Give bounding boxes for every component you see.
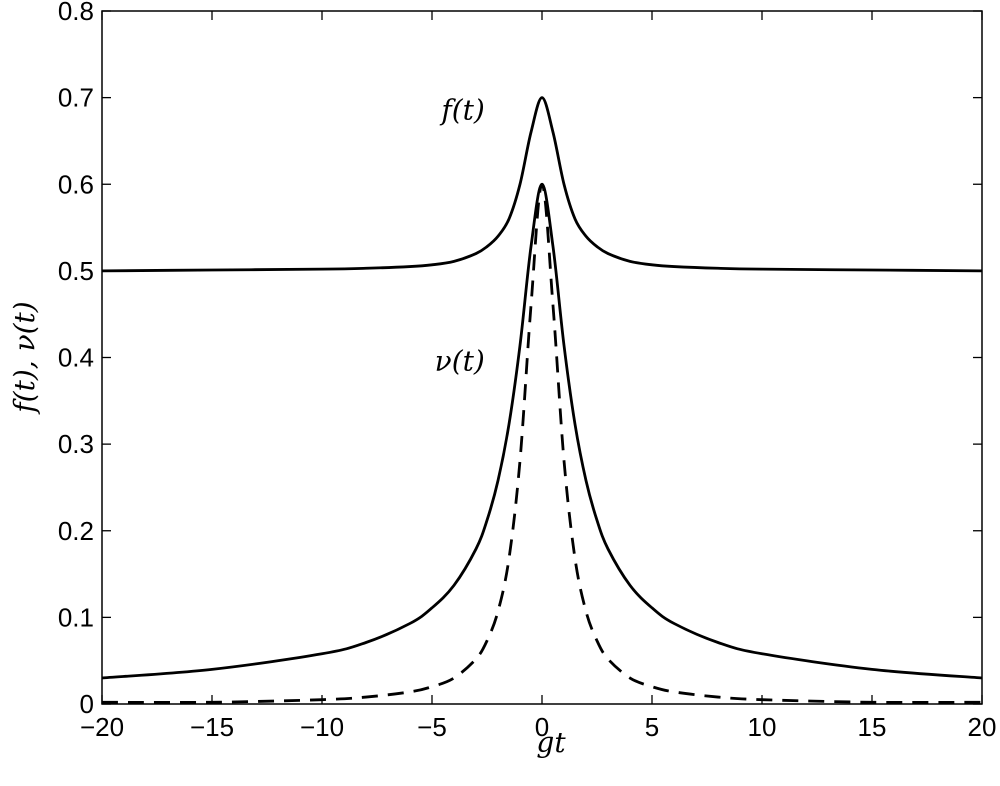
x-axis: −20 −15 −10 −5 0 5 10 15 20 <box>80 11 997 742</box>
plot-area-frame <box>101 10 983 705</box>
x-tick-label: −10 <box>300 712 344 742</box>
y-tick-label: 0.7 <box>58 83 94 113</box>
x-tick-label: −20 <box>80 712 124 742</box>
annotation-f-t: f(t) <box>439 93 484 126</box>
x-tick-label: 0 <box>535 712 549 742</box>
series-layer <box>101 96 983 704</box>
x-tick-label: −5 <box>417 712 447 742</box>
y-tick-label: 0.6 <box>58 169 94 199</box>
y-tick-label: 0.1 <box>58 602 94 632</box>
x-tick-label: −15 <box>190 712 234 742</box>
f-t-curve <box>101 96 983 273</box>
y-axis: 0 0.1 0.2 0.3 0.4 0.5 0.6 0.7 0.8 <box>58 0 982 719</box>
annotation-layer: f(t) ν(t) <box>435 93 485 377</box>
x-tick-label: 15 <box>858 712 887 742</box>
dashed-curve <box>101 182 983 704</box>
x-tick-label: 20 <box>968 712 997 742</box>
y-tick-label: 0.3 <box>58 429 94 459</box>
y-tick-label: 0.4 <box>58 343 94 373</box>
annotation-nu-t: ν(t) <box>435 344 485 377</box>
nu-t-curve <box>101 182 983 680</box>
y-tick-label: 0 <box>80 689 94 719</box>
y-axis-label: f(t), ν(t) <box>8 301 41 414</box>
y-tick-label: 0.5 <box>58 256 94 286</box>
y-tick-label: 0.8 <box>58 0 94 26</box>
x-axis-label: gt <box>536 726 566 759</box>
x-tick-label: 10 <box>748 712 777 742</box>
y-tick-label: 0.2 <box>58 516 94 546</box>
x-tick-label: 5 <box>645 712 659 742</box>
